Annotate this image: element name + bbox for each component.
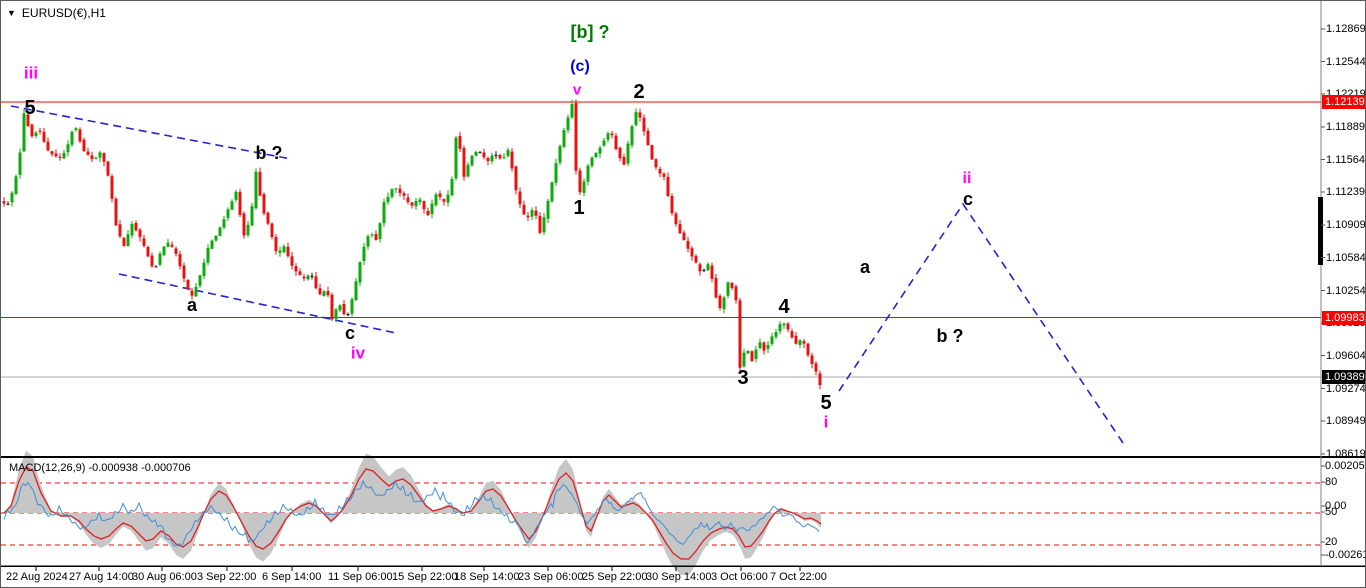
wave-annotation: i (823, 412, 829, 432)
price-axis-label: 1.12544 (1326, 55, 1366, 68)
macd-axis-label: 0.002056 (1325, 460, 1365, 472)
price-axis-label: 1.08619 (1326, 448, 1366, 460)
wave-annotation: b ? (255, 143, 283, 163)
price-axis-label: 1.12869 (1326, 23, 1366, 35)
macd-axis-label: 20 (1325, 536, 1338, 548)
price-axis-label: 1.09274 (1326, 382, 1366, 395)
wave-annotation: 3 (737, 367, 749, 389)
price-axis-label: 1.11564 (1326, 153, 1365, 166)
price-axis-label: 1.10254 (1326, 284, 1366, 297)
time-axis-label[interactable]: 30 Aug 06:00 (132, 571, 197, 583)
price-line-badge: 1.09983 (1322, 310, 1365, 325)
wave-annotation: 1 (573, 197, 585, 219)
wave-annotation: 5 (820, 392, 832, 414)
trendline (10, 105, 292, 160)
price-line-badge: 1.09389 (1322, 370, 1365, 384)
time-axis-label[interactable]: 25 Sep 22:00 (582, 571, 648, 583)
wave-annotation: [b] ? (570, 22, 610, 42)
trendline (118, 273, 397, 334)
macd-indicator-label: MACD(12,26,9) -0.000938 -0.000706 (9, 462, 191, 474)
price-axis-label: 1.10909 (1326, 219, 1366, 231)
macd-axis-label: 0.00 (1325, 500, 1347, 512)
price-axis-label: 1.10584 (1326, 251, 1366, 264)
wave-annotation: iv (350, 343, 366, 363)
time-axis-label[interactable]: 18 Sep 14:00 (454, 571, 520, 583)
wave-annotation: 5 (24, 97, 36, 119)
symbol-period-title: EURUSD(€),H1 (21, 6, 106, 20)
wave-annotation: b ? (936, 326, 964, 346)
time-axis-label[interactable]: 3 Oct 06:00 (711, 571, 768, 583)
wave-annotation: (c) (570, 58, 590, 75)
time-axis-label[interactable]: 30 Sep 14:00 (646, 571, 712, 583)
price-axis-label: 1.09604 (1326, 349, 1366, 362)
axis-range-marker (1318, 197, 1323, 265)
projection-line (838, 202, 1124, 444)
time-axis-label[interactable]: 22 Aug 2024 (6, 571, 68, 583)
macd-axis-label: -0.002611 (1325, 549, 1365, 561)
price-axis-label: 1.11889 (1326, 121, 1365, 133)
wave-annotation: 2 (633, 81, 645, 103)
macd-axis-label: 80 (1325, 476, 1338, 488)
wave-annotation: c (344, 323, 356, 343)
time-axis-label[interactable]: 7 Oct 22:00 (770, 571, 827, 583)
wave-annotation: a (859, 257, 871, 277)
chart-title-bar: ▼ EURUSD(€),H1 (7, 6, 106, 20)
price-axis-label: 1.11239 (1326, 186, 1365, 198)
time-axis-label[interactable]: 6 Sep 14:00 (262, 571, 322, 583)
wave-annotation: ii (962, 170, 972, 187)
macd-histogram-fill (4, 450, 821, 576)
candles-group (2, 99, 822, 390)
macd-axis-label: 50 (1325, 506, 1338, 518)
time-axis-label[interactable]: 3 Sep 22:00 (197, 571, 257, 583)
time-axis-label[interactable]: 11 Sep 06:00 (328, 571, 393, 583)
chevron-down-icon[interactable]: ▼ (7, 7, 16, 18)
macd-signal-line (3, 466, 822, 560)
wave-annotation: 4 (778, 296, 790, 318)
time-axis-label[interactable]: 23 Sep 06:00 (518, 571, 584, 583)
wave-annotation: a (186, 295, 198, 315)
wave-annotation: iii (23, 63, 39, 83)
time-axis-label[interactable]: 15 Sep 22:00 (392, 571, 458, 583)
time-axis-label[interactable]: 27 Aug 14:00 (69, 571, 134, 583)
price-line-badge: 1.12139 (1322, 95, 1365, 109)
wave-annotation: v (572, 81, 582, 99)
price-axis-label: 1.08949 (1326, 415, 1366, 427)
macd-fast-line (3, 479, 820, 548)
wave-annotation: c (962, 189, 974, 209)
